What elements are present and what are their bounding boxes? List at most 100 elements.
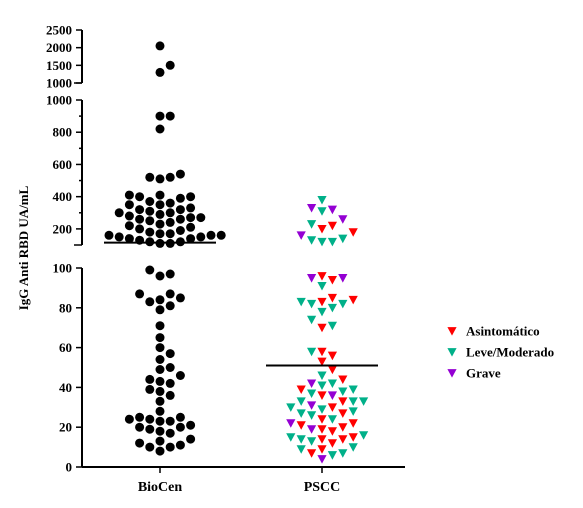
biocen-point bbox=[165, 289, 175, 299]
biocen-point bbox=[175, 371, 185, 380]
pscc-point-grave bbox=[307, 274, 317, 283]
biocen-point bbox=[124, 414, 134, 424]
pscc-point-leve-moderado bbox=[307, 220, 317, 229]
pscc-point-asintom-tico bbox=[317, 435, 327, 444]
biocen-point bbox=[155, 209, 165, 219]
biocen-point bbox=[135, 289, 145, 299]
legend-label: Grave bbox=[466, 366, 501, 381]
biocen-point bbox=[155, 436, 165, 446]
biocen-point bbox=[155, 333, 165, 343]
pscc-point-leve-moderado bbox=[317, 307, 327, 317]
y-tick-label: 1500 bbox=[46, 58, 72, 73]
biocen-point bbox=[155, 67, 165, 77]
biocen-point bbox=[175, 169, 185, 179]
pscc-point-asintom-tico bbox=[327, 365, 337, 375]
pscc-point-asintom-tico bbox=[317, 297, 327, 307]
biocen-point bbox=[175, 193, 185, 203]
y-tick-label: 60 bbox=[59, 340, 72, 355]
pscc-point-leve-moderado bbox=[317, 371, 327, 381]
pscc-point-leve-moderado bbox=[296, 435, 306, 444]
y-tick-label: 2500 bbox=[46, 23, 72, 38]
pscc-point-leve-moderado bbox=[307, 315, 317, 325]
pscc-point-asintom-tico bbox=[327, 439, 337, 448]
pscc-point-leve-moderado bbox=[327, 415, 337, 424]
biocen-point bbox=[165, 416, 175, 426]
pscc-point-asintom-tico bbox=[348, 433, 358, 442]
biocen-point bbox=[155, 355, 165, 364]
pscc-point-asintom-tico bbox=[317, 225, 327, 234]
pscc-point-leve-moderado bbox=[327, 237, 337, 247]
pscc-point-grave bbox=[338, 215, 348, 224]
legend-marker bbox=[447, 348, 457, 357]
biocen-point bbox=[145, 442, 155, 452]
pscc-point-asintom-tico bbox=[317, 445, 327, 454]
pscc-point-asintom-tico bbox=[327, 403, 337, 412]
biocen-point bbox=[135, 422, 145, 432]
biocen-point bbox=[145, 216, 155, 226]
y-tick-label: 600 bbox=[53, 157, 73, 172]
biocen-point bbox=[135, 224, 145, 234]
biocen-point bbox=[145, 414, 155, 424]
pscc-point-leve-moderado bbox=[338, 299, 348, 309]
biocen-point bbox=[165, 442, 175, 452]
biocen-point bbox=[165, 390, 175, 400]
biocen-point bbox=[216, 230, 226, 240]
biocen-point bbox=[155, 200, 165, 210]
pscc-point-leve-moderado bbox=[286, 403, 296, 412]
pscc-point-grave bbox=[338, 274, 348, 283]
pscc-point-leve-moderado bbox=[338, 449, 348, 458]
biocen-point bbox=[155, 386, 165, 396]
biocen-point bbox=[135, 205, 145, 215]
pscc-point-asintom-tico bbox=[317, 272, 327, 281]
biocen-point bbox=[124, 234, 134, 244]
pscc-point-leve-moderado bbox=[348, 385, 358, 394]
pscc-point-leve-moderado bbox=[327, 303, 337, 313]
biocen-point bbox=[165, 198, 175, 208]
biocen-point bbox=[165, 301, 175, 311]
y-tick-label: 2000 bbox=[46, 40, 72, 55]
biocen-point bbox=[124, 200, 134, 210]
pscc-point-leve-moderado bbox=[359, 397, 369, 406]
legend-label: Leve/Moderado bbox=[466, 345, 554, 360]
pscc-point-asintom-tico bbox=[338, 423, 348, 432]
axes: 0 20 40 60 80 100 200 400 600 800 1000 1000 1500 2000… bbox=[46, 23, 405, 475]
pscc-point-leve-moderado bbox=[327, 451, 337, 460]
biocen-point bbox=[165, 217, 175, 227]
pscc-point-leve-moderado bbox=[307, 411, 317, 420]
y-tick-label: 200 bbox=[53, 221, 73, 236]
y-tick-label: 400 bbox=[53, 189, 73, 204]
biocen-point bbox=[186, 434, 196, 444]
biocen-point bbox=[165, 60, 175, 70]
pscc-point-asintom-tico bbox=[338, 375, 348, 384]
biocen-point bbox=[155, 229, 165, 239]
pscc-point-asintom-tico bbox=[348, 228, 358, 237]
pscc-point-asintom-tico bbox=[338, 409, 348, 418]
biocen-point bbox=[145, 374, 155, 384]
biocen-point bbox=[155, 124, 165, 134]
pscc-point-asintom-tico bbox=[327, 221, 337, 231]
pscc-point-leve-moderado bbox=[317, 282, 327, 291]
biocen-point bbox=[155, 190, 165, 200]
pscc-point-leve-moderado bbox=[359, 431, 369, 440]
pscc-point-leve-moderado bbox=[296, 397, 306, 406]
legend-marker bbox=[447, 369, 457, 378]
pscc-point-asintom-tico bbox=[327, 427, 337, 436]
pscc-point-grave bbox=[327, 205, 337, 215]
biocen-point bbox=[155, 271, 165, 281]
biocen-point bbox=[145, 265, 155, 275]
pscc-point-asintom-tico bbox=[327, 276, 337, 285]
category-labels: BioCen PSCC bbox=[138, 480, 340, 495]
pscc-point-grave bbox=[327, 391, 337, 400]
biocen-point bbox=[155, 41, 165, 51]
median-lines bbox=[104, 241, 378, 367]
pscc-point-leve-moderado bbox=[338, 234, 348, 244]
biocen-point bbox=[165, 269, 175, 279]
pscc-point-asintom-tico bbox=[338, 397, 348, 406]
biocen-point bbox=[186, 222, 196, 232]
biocen-point bbox=[124, 221, 134, 231]
pscc-point-leve-moderado bbox=[327, 321, 337, 331]
biocen-point bbox=[114, 232, 124, 242]
biocen-point bbox=[155, 416, 165, 426]
biocen-point bbox=[175, 214, 185, 224]
